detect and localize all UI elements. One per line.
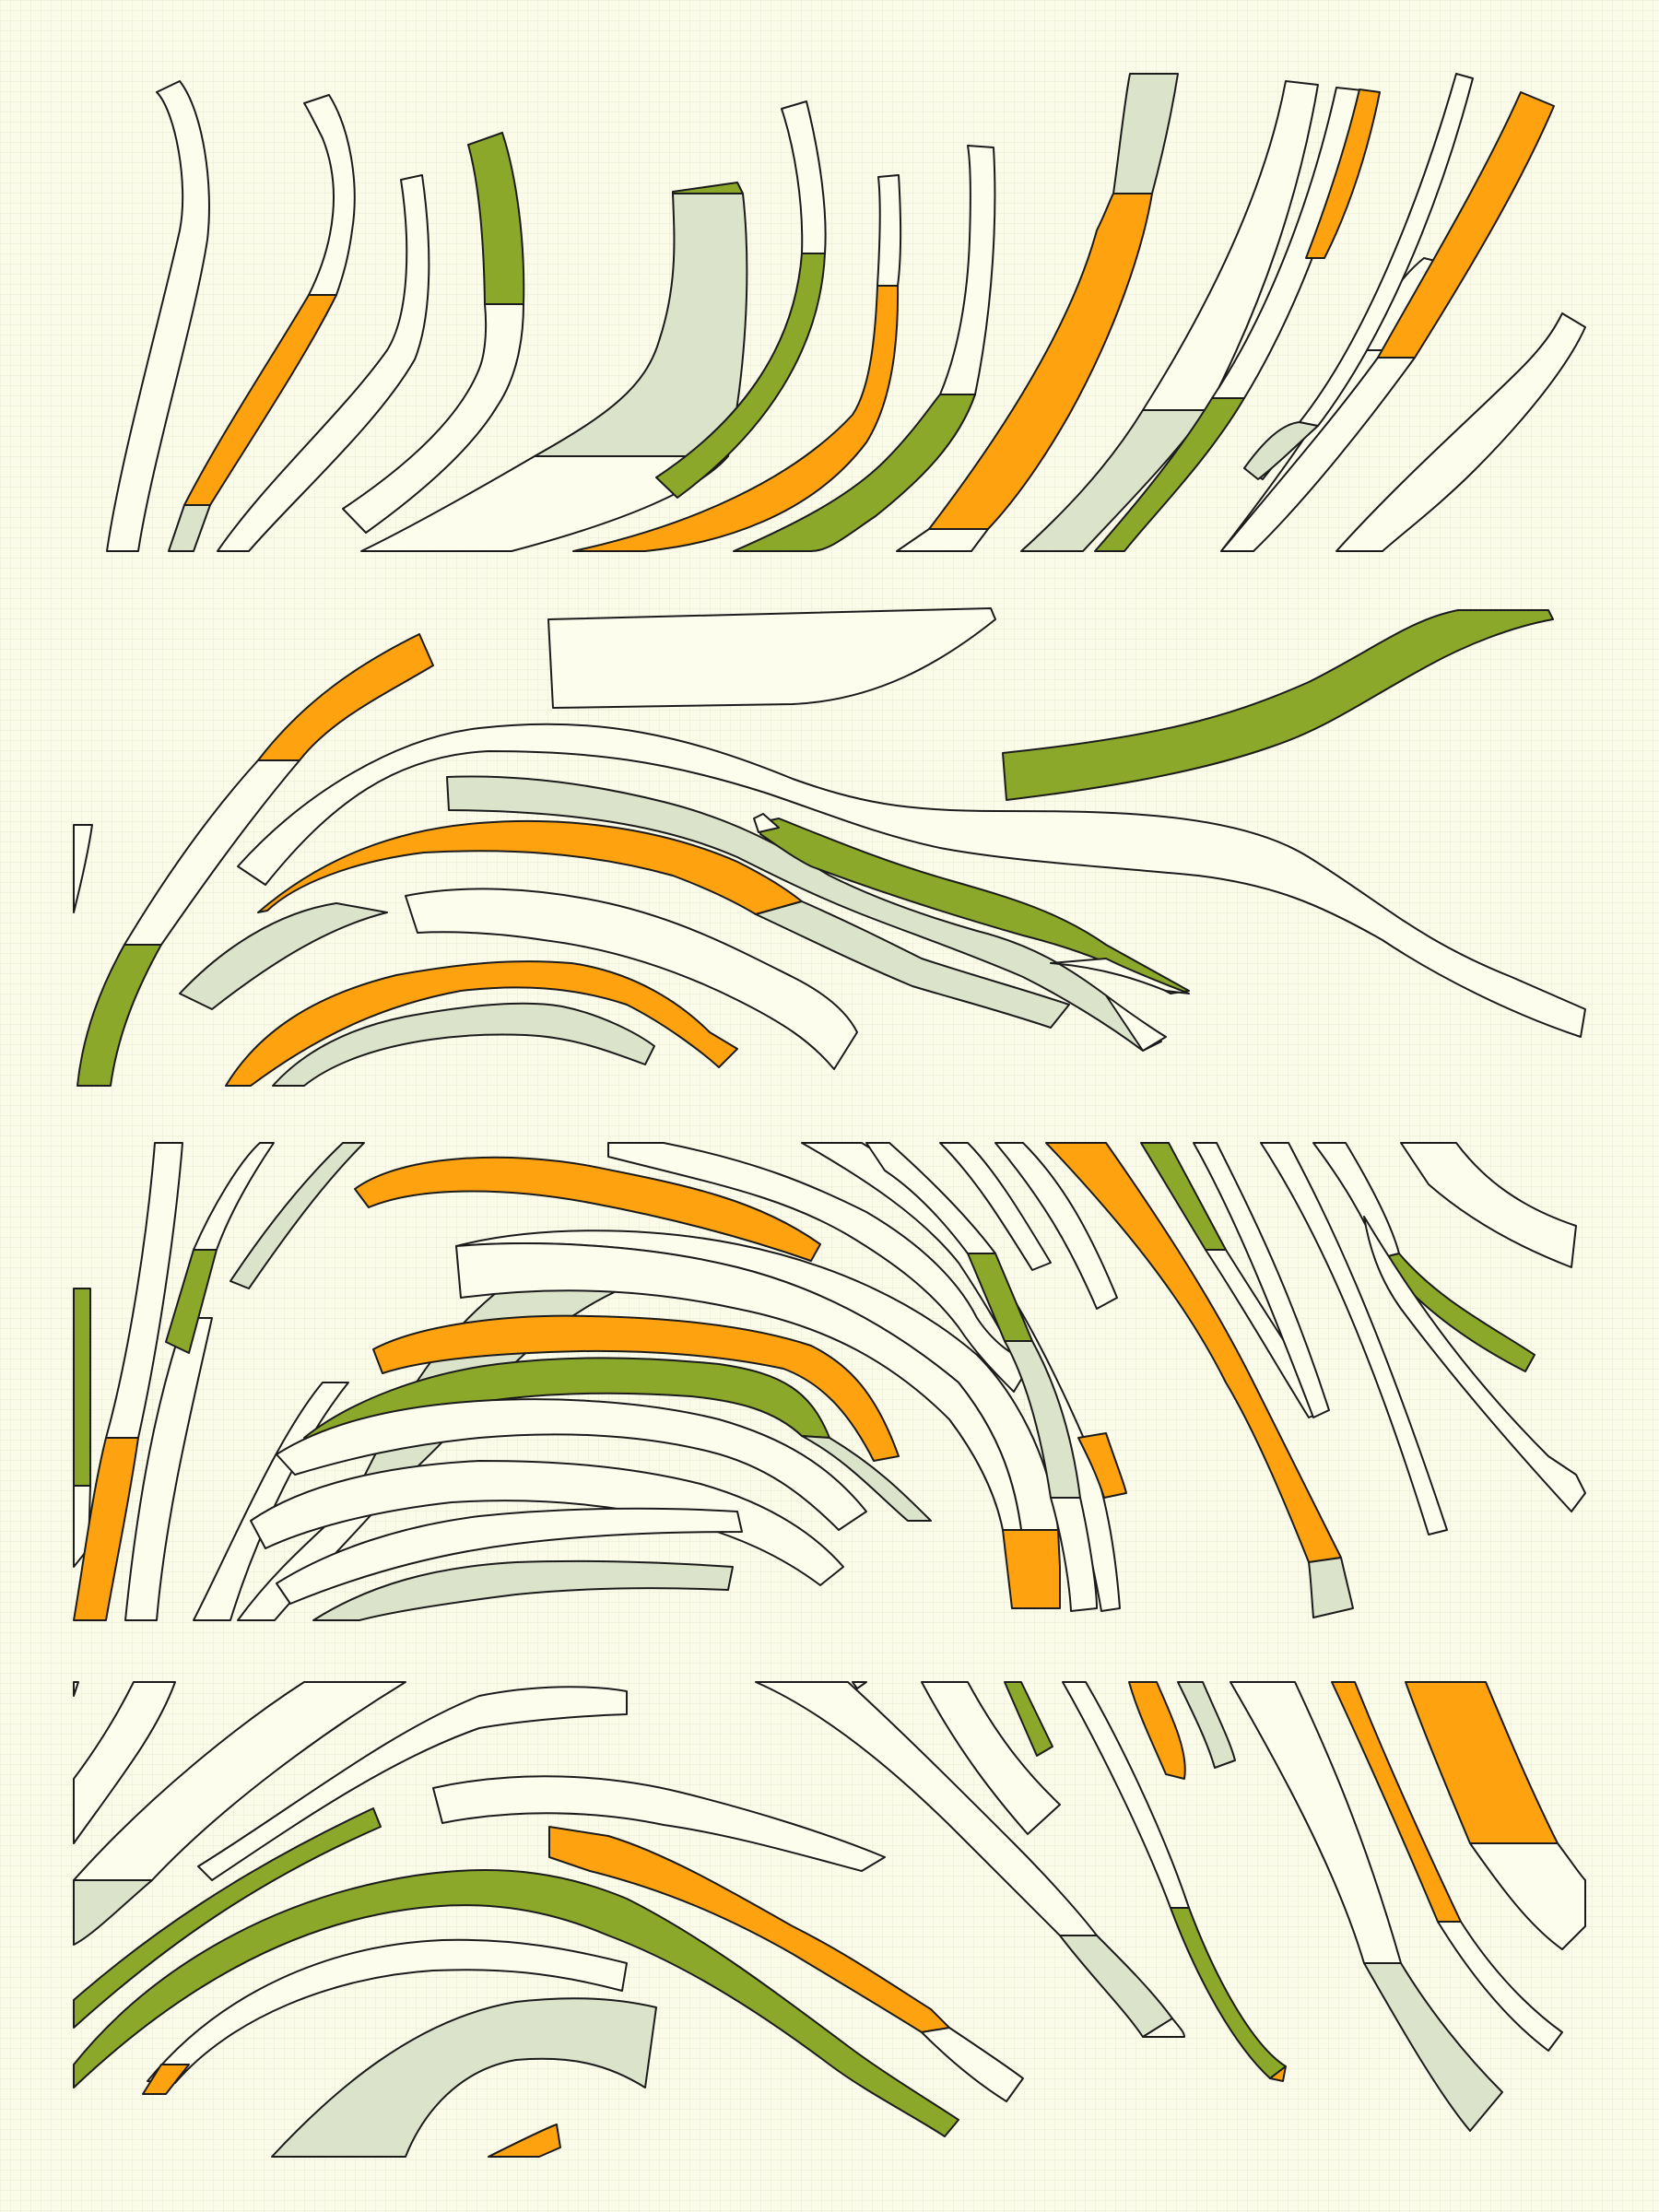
ribbon-38 [372,1314,900,1462]
ribbon-15 [1220,357,1416,552]
band-3 [73,1142,1586,1621]
ribbon-29 [73,1142,183,1621]
ribbon-6 [655,100,827,499]
ribbon-36 [607,1142,1031,1393]
ribbon-58 [73,1807,382,2029]
ribbon-65 [488,2124,561,2158]
ribbon-27 [272,1002,655,1087]
ribbon-5 [360,182,748,552]
ribbon-62 [147,1938,628,2084]
ribbon-26 [225,960,738,1087]
ribbon-46 [939,1142,1052,1271]
ribbon-60 [73,1869,959,2137]
ribbon-71 [1128,1681,1186,1780]
ribbon-68 [921,1681,1061,1835]
ribbon-67 [852,1681,867,1689]
ribbon-52 [1312,1142,1535,1372]
band-2 [73,607,1586,1087]
ribbon-8 [733,145,996,552]
ribbon-17 [76,633,434,1087]
ribbon-30 [124,1317,213,1621]
ribbon-31 [165,1142,275,1354]
ribbon-54 [1363,1216,1586,1512]
ribbon-47 [994,1142,1118,1310]
ribbon-9 [896,73,1179,552]
ribbon-25 [405,888,858,1070]
ribbon-40 [276,1398,867,1531]
band-4 [73,1681,1586,2158]
ribbon-14 [1335,91,1586,552]
ribbon-74 [1331,1681,1563,2052]
ribbon-18 [547,607,996,709]
ribbon-4 [342,132,525,534]
ribbon-11 [1094,87,1363,552]
ribbon-43 [312,1559,734,1621]
ribbon-70 [1062,1681,1287,2082]
ribbon-42 [276,1507,743,1605]
ribbon-53 [1400,1142,1577,1268]
ribbon-2 [168,94,356,552]
ribbon-28 [73,1288,91,1568]
ribbon-63 [142,2064,190,2095]
ribbon-66 [755,1681,1185,2038]
ribbon-21 [446,775,1167,1052]
ribbon-41 [250,1460,844,1586]
ribbon-23 [1050,958,1190,994]
ribbon-1 [106,80,210,552]
ribbon-20 [237,723,1586,1038]
ribbon-72 [1177,1681,1236,1769]
ribbon-19 [1002,609,1554,801]
ribbon-45 [865,1142,1098,1612]
ribbon-56 [73,1681,406,1946]
ribbon-7 [572,174,902,552]
ribbon-69 [1004,1681,1053,1757]
ribbon-48 [1045,1142,1354,1618]
ribbon-16 [73,824,93,913]
ribbon-61 [548,1826,1024,2102]
ribbon-3 [217,174,430,552]
ribbon-59 [432,1775,886,1872]
ribbon-55 [73,1681,176,1844]
band-1 [106,73,1586,552]
ribbon-73 [1230,1681,1503,2132]
ribbon-33 [229,1142,365,1289]
ribbon-35 [354,1156,821,1262]
ribbon-32 [193,1382,349,1621]
ribbon-24 [179,819,1070,1029]
ribbon-13 [1243,73,1474,480]
ribbon-75 [1405,1681,1586,1950]
ribbon-50 [1193,1142,1330,1418]
ribbon-51 [1260,1142,1448,1535]
ribbon-64 [271,1997,657,2158]
ribbon-57 [197,1686,628,1881]
